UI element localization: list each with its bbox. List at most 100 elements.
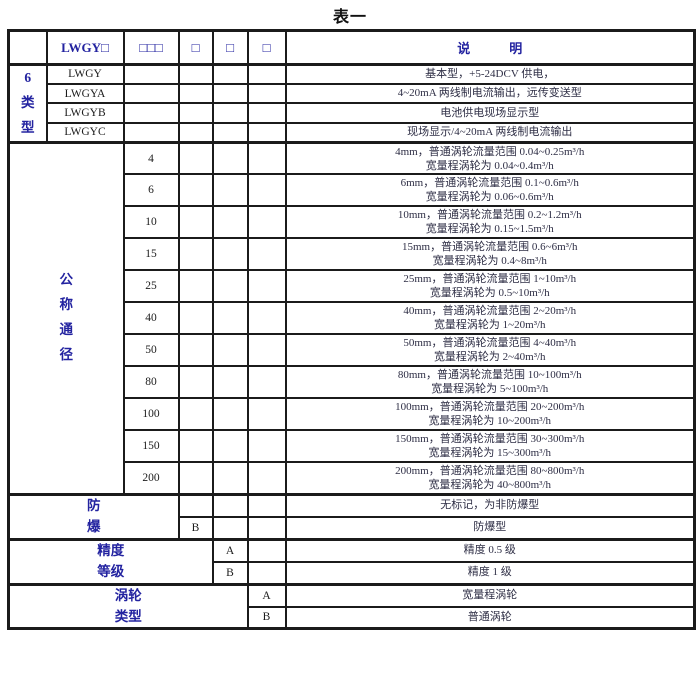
- empty-cell: [211, 365, 249, 400]
- empty-cell: [177, 102, 214, 124]
- diameter-code-cell: 80: [122, 365, 180, 400]
- empty-cell: [211, 429, 249, 464]
- empty-cell: [246, 537, 287, 563]
- table-row-diameter: 公称通径 4 4mm，普通涡轮流量范围 0.04~0.25m³/h 宽量程涡轮为…: [7, 140, 696, 496]
- empty-cell: [177, 429, 214, 464]
- empty-cell: [177, 397, 214, 432]
- option-code-cell: [177, 492, 214, 518]
- diameter-code-cell: 4: [122, 140, 180, 176]
- model-code-cell: LWGY: [45, 62, 125, 85]
- description-cell: 100mm，普通涡轮流量范围 20~200m³/h 宽量程涡轮为 10~200m…: [284, 397, 696, 432]
- table-row-diameter: 80 80mm，普通涡轮流量范围 10~100m³/h 宽量程涡轮为 5~100…: [9, 365, 696, 400]
- header-row: LWGY□ □□□ □ □ □ 说 明: [7, 29, 696, 66]
- empty-cell: [211, 82, 249, 105]
- empty-cell: [246, 429, 287, 464]
- header-cell-turbine-code: □: [246, 29, 287, 66]
- empty-cell: [246, 205, 287, 240]
- description-cell: 15mm，普通涡轮流量范围 0.6~6m³/h 宽量程涡轮为 0.4~8m³/h: [284, 237, 696, 272]
- description-cell: 精度 1 级: [284, 560, 696, 586]
- diameter-code-cell: 100: [122, 397, 180, 432]
- description-cell: 4mm，普通涡轮流量范围 0.04~0.25m³/h 宽量程涡轮为 0.04~0…: [284, 140, 696, 176]
- model-selection-table: LWGY□ □□□ □ □ □ 说 明 6类型 LWGY 基本型，+5-24DC…: [7, 29, 696, 631]
- empty-cell: [177, 205, 214, 240]
- empty-cell: [177, 365, 214, 400]
- empty-cell: [122, 121, 180, 144]
- empty-cell: [211, 62, 249, 85]
- description-cell: 基本型，+5-24DCV 供电，: [284, 62, 696, 85]
- table-row-diameter: 25 25mm，普通涡轮流量范围 1~10m³/h 宽量程涡轮为 0.5~10m…: [9, 269, 696, 304]
- empty-cell: [246, 365, 287, 400]
- table-row-diameter: 15 15mm，普通涡轮流量范围 0.6~6m³/h 宽量程涡轮为 0.4~8m…: [9, 237, 696, 272]
- description-cell: 4~20mA 两线制电流输出，远传变送型: [284, 82, 696, 105]
- table-row-diameter: 50 50mm，普通涡轮流量范围 4~40m³/h 宽量程涡轮为 2~40m³/…: [9, 333, 696, 368]
- empty-cell: [211, 397, 249, 432]
- table-row-accuracy: 精度等级 A 精度 0.5 级: [7, 537, 696, 586]
- empty-cell: [246, 237, 287, 272]
- option-code-cell: B: [177, 515, 214, 541]
- table-row-accuracy: B 精度 1 级: [9, 560, 696, 586]
- empty-cell: [177, 62, 214, 85]
- header-cell-accuracy-code: □: [211, 29, 249, 66]
- page-title: 表一: [332, 9, 367, 26]
- description-cell: 防爆型: [284, 515, 696, 541]
- empty-cell: [177, 333, 214, 368]
- empty-cell: [122, 102, 180, 124]
- header-cell-diameter-code: □□□: [122, 29, 180, 66]
- table-row-diameter: 200 200mm，普通涡轮流量范围 80~800m³/h 宽量程涡轮为 40~…: [9, 461, 696, 496]
- empty-cell: [211, 237, 249, 272]
- empty-cell: [246, 173, 287, 208]
- description-cell: 6mm，普通涡轮流量范围 0.1~0.6m³/h 宽量程涡轮为 0.06~0.6…: [284, 173, 696, 208]
- empty-cell: [246, 121, 287, 144]
- diameter-code-cell: 150: [122, 429, 180, 464]
- empty-cell: [211, 492, 249, 518]
- empty-cell: [211, 205, 249, 240]
- empty-cell: [211, 515, 249, 541]
- description-cell: 50mm，普通涡轮流量范围 4~40m³/h 宽量程涡轮为 2~40m³/h: [284, 333, 696, 368]
- table-row-explosion: B 防爆型: [9, 515, 696, 541]
- empty-cell: [211, 121, 249, 144]
- empty-cell: [246, 102, 287, 124]
- header-cell-model-code: LWGY□: [45, 29, 125, 66]
- empty-cell: [177, 237, 214, 272]
- description-cell: 10mm，普通涡轮流量范围 0.2~1.2m³/h 宽量程涡轮为 0.15~1.…: [284, 205, 696, 240]
- description-cell: 150mm，普通涡轮流量范围 30~300m³/h 宽量程涡轮为 15~300m…: [284, 429, 696, 464]
- empty-cell: [246, 82, 287, 105]
- description-cell: 宽量程涡轮: [284, 582, 696, 608]
- description-cell: 精度 0.5 级: [284, 537, 696, 563]
- diameter-code-cell: 6: [122, 173, 180, 208]
- header-cell-description: 说 明: [284, 29, 696, 66]
- description-cell: 普通涡轮: [284, 605, 696, 630]
- description-cell: 无标记，为非防爆型: [284, 492, 696, 518]
- table-row-turbine: 涡轮类型 A 宽量程涡轮: [7, 582, 696, 630]
- section-label-accuracy-class: 精度等级: [7, 537, 214, 586]
- table-row-type: LWGYC 现场显示/4~20mA 两线制电流输出: [9, 121, 696, 144]
- empty-cell: [177, 461, 214, 496]
- empty-cell: [211, 269, 249, 304]
- diameter-code-cell: 50: [122, 333, 180, 368]
- table-row-turbine: B 普通涡轮: [9, 605, 696, 630]
- diameter-code-cell: 200: [122, 461, 180, 496]
- section-label-explosion-proof: 防爆: [7, 492, 180, 541]
- empty-cell: [246, 397, 287, 432]
- empty-cell: [211, 301, 249, 336]
- option-code-cell: B: [246, 605, 287, 630]
- table-row-explosion: 防爆 无标记，为非防爆型: [7, 492, 696, 541]
- empty-cell: [177, 269, 214, 304]
- table-row-diameter: 6 6mm，普通涡轮流量范围 0.1~0.6m³/h 宽量程涡轮为 0.06~0…: [9, 173, 696, 208]
- empty-cell: [211, 173, 249, 208]
- description-cell: 电池供电现场显示型: [284, 102, 696, 124]
- table-row-type: LWGYA 4~20mA 两线制电流输出，远传变送型: [9, 82, 696, 105]
- empty-cell: [246, 492, 287, 518]
- table-row-diameter: 40 40mm，普通涡轮流量范围 2~20m³/h 宽量程涡轮为 1~20m³/…: [9, 301, 696, 336]
- option-code-cell: B: [211, 560, 249, 586]
- empty-cell: [211, 102, 249, 124]
- empty-cell: [246, 62, 287, 85]
- section-label-nominal-diameter: 公称通径: [7, 140, 125, 496]
- table-row-diameter: 10 10mm，普通涡轮流量范围 0.2~1.2m³/h 宽量程涡轮为 0.15…: [9, 205, 696, 240]
- diameter-code-cell: 25: [122, 269, 180, 304]
- empty-cell: [246, 515, 287, 541]
- empty-cell: [211, 140, 249, 176]
- empty-cell: [246, 333, 287, 368]
- description-cell: 现场显示/4~20mA 两线制电流输出: [284, 121, 696, 144]
- empty-cell: [246, 301, 287, 336]
